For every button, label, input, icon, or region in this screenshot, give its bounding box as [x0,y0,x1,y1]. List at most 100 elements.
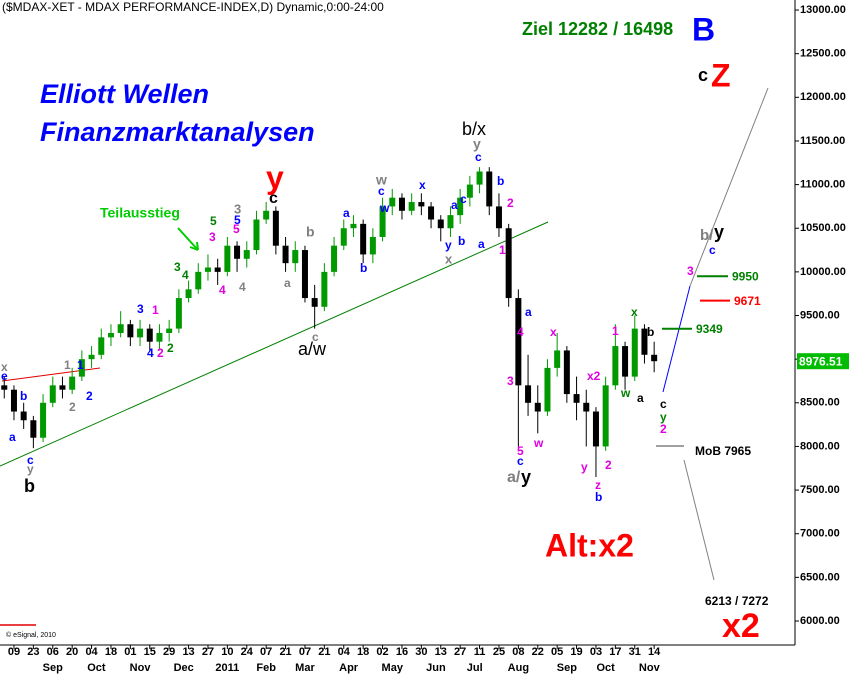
y-tick-label: 12500.00 [800,48,846,60]
month-label: Nov [130,662,152,674]
candle-body [166,328,173,333]
candle-body [369,236,376,255]
wave-label: y [714,222,724,242]
wave-label: 5 [517,444,524,458]
wave-label: 3 [687,264,694,278]
candle-body [282,245,289,264]
y-tick-label: 9500.00 [800,309,840,321]
wave-label: 4 [182,268,189,282]
x-tick-label: 27 [202,646,214,658]
candle-body [156,332,163,342]
candle-body [195,271,202,290]
wave-label: 1 [64,358,71,372]
wave-label: 4 [219,283,226,297]
wave-label: a/ [507,469,521,486]
x-tick-label: 17 [609,646,621,658]
candle-body [20,411,27,421]
candle-body [641,328,648,355]
x-tick-label: 04 [338,646,351,658]
candle-body [30,420,37,438]
x-tick-label: 31 [629,646,641,658]
wave-label: 3 [137,302,144,316]
candle-body [214,267,221,272]
x-tick-label: 21 [318,646,330,658]
wave-label: a [284,276,291,290]
candle-body [408,202,415,211]
x-tick-label: 05 [551,646,563,658]
y-tick-label: 6000.00 [800,615,840,627]
wave-label: e [1,369,8,383]
x-tick-label: 20 [66,646,78,658]
candle-body [59,385,66,390]
candle-body [204,267,211,272]
wave-label: x [445,251,453,266]
candle-body [40,402,47,438]
wave-label: w [620,386,631,400]
candle-body [1,385,8,390]
projection-line [689,87,769,287]
wave-label: c [460,192,467,206]
wave-label: 2 [86,389,93,403]
wave-label: w [379,201,390,215]
candle-body [340,228,347,246]
x-tick-label: 01 [124,646,136,658]
wave-label: 1 [612,324,619,338]
candle-body [224,245,231,272]
candle-body [476,171,483,185]
x-tick-label: 03 [590,646,602,658]
wave-label: c [709,243,716,257]
x-tick-label: 13 [435,646,447,658]
candle-body [49,385,56,403]
x-tick-label: 11 [474,646,486,658]
wave-label: x [631,305,638,319]
x-tick-label: 30 [415,646,427,658]
wave-label: 1 [499,243,506,257]
wave-label: © eSignal, 2010 [6,631,56,639]
wave-label: w [375,172,387,188]
x-tick-label: 18 [105,646,117,658]
candle-body [612,346,619,386]
x-tick-label: 10 [221,646,233,658]
x-tick-label: 09 [8,646,20,658]
x-tick-label: 23 [27,646,39,658]
wave-label: 4 [239,280,246,294]
level-label: 9671 [734,294,761,308]
x-tick-label: 04 [85,646,98,658]
candle-body [234,245,241,259]
level-label: 9349 [696,322,723,336]
candle-body [592,411,599,447]
wave-label: a [525,305,532,319]
wave-label: 3 [174,260,181,274]
x-tick-label: 16 [396,646,408,658]
candle-body [428,206,435,220]
x-tick-label: 24 [241,646,254,658]
x-tick-label: 19 [570,646,582,658]
month-label: 2011 [215,662,239,674]
wave-label: Elliott Wellen [40,79,209,109]
y-tick-label: 10500.00 [800,222,846,234]
y-tick-label: 8500.00 [800,397,840,409]
candle-body [437,219,444,229]
candle-body [631,328,638,377]
wave-label: y [445,238,452,252]
wave-label: Alt:x2 [545,527,634,563]
candle-body [602,385,609,447]
wave-label: c [312,330,319,344]
wave-label: b [20,389,27,403]
candle-body [583,402,590,412]
wave-label: 2 [69,400,76,414]
x-tick-label: 29 [163,646,175,658]
candle-body [253,219,260,251]
y-tick-label: 8000.00 [800,440,840,452]
candle-body [622,346,629,377]
last-price-label: 8976.51 [799,354,843,368]
y-tick-label: 6500.00 [800,571,840,583]
wave-label: y [27,462,34,476]
month-label: Jul [467,662,483,674]
x-tick-label: 02 [376,646,388,658]
wave-label: a/w [298,339,327,359]
candle-body [495,206,502,229]
wave-label: a [343,206,350,220]
